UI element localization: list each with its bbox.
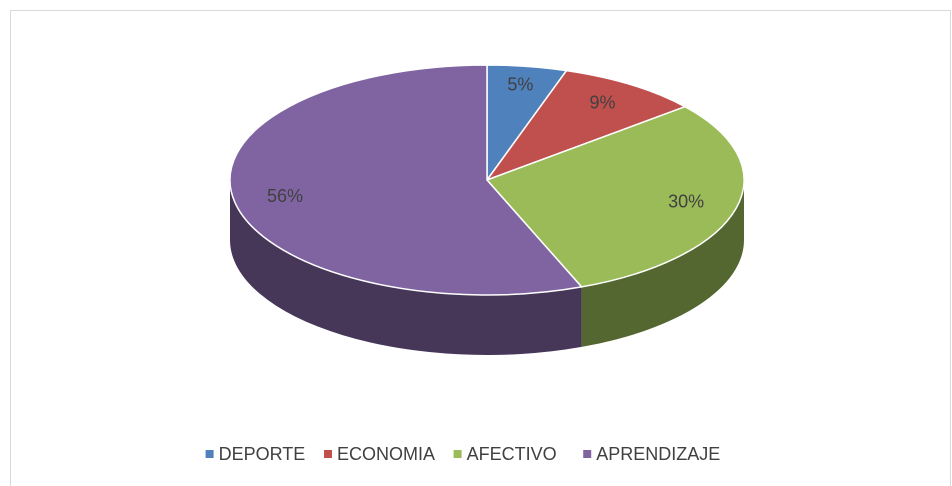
data-label: 56% [267, 186, 303, 206]
slice-side [581, 180, 744, 347]
data-label: 30% [668, 192, 704, 212]
legend-label: APRENDIZAJE [596, 444, 720, 464]
legend-swatch [205, 450, 214, 458]
legend-swatch [324, 450, 332, 458]
slice [229, 64, 584, 296]
legend-label: AFECTIVO [467, 444, 557, 464]
legend-swatch [453, 450, 462, 458]
legend-label: DEPORTE [219, 444, 306, 464]
data-label: 5% [507, 74, 533, 94]
slice [484, 69, 687, 182]
slice [485, 105, 745, 288]
slice-side [230, 180, 582, 355]
data-label: 9% [590, 93, 616, 113]
legend-swatch [583, 450, 592, 458]
legend-label: ECONOMIA [337, 444, 435, 464]
